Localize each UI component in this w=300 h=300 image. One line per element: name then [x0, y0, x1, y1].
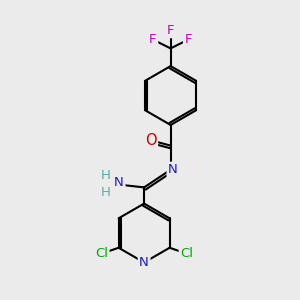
- Text: Cl: Cl: [95, 247, 108, 260]
- Text: H: H: [100, 186, 110, 199]
- Text: O: O: [145, 133, 156, 148]
- Text: H: H: [100, 169, 110, 182]
- Text: N: N: [139, 256, 149, 269]
- Text: Cl: Cl: [180, 247, 193, 260]
- Text: N: N: [114, 176, 124, 189]
- Text: F: F: [184, 33, 192, 46]
- Text: N: N: [168, 163, 178, 176]
- Text: F: F: [167, 24, 174, 37]
- Text: F: F: [149, 33, 157, 46]
